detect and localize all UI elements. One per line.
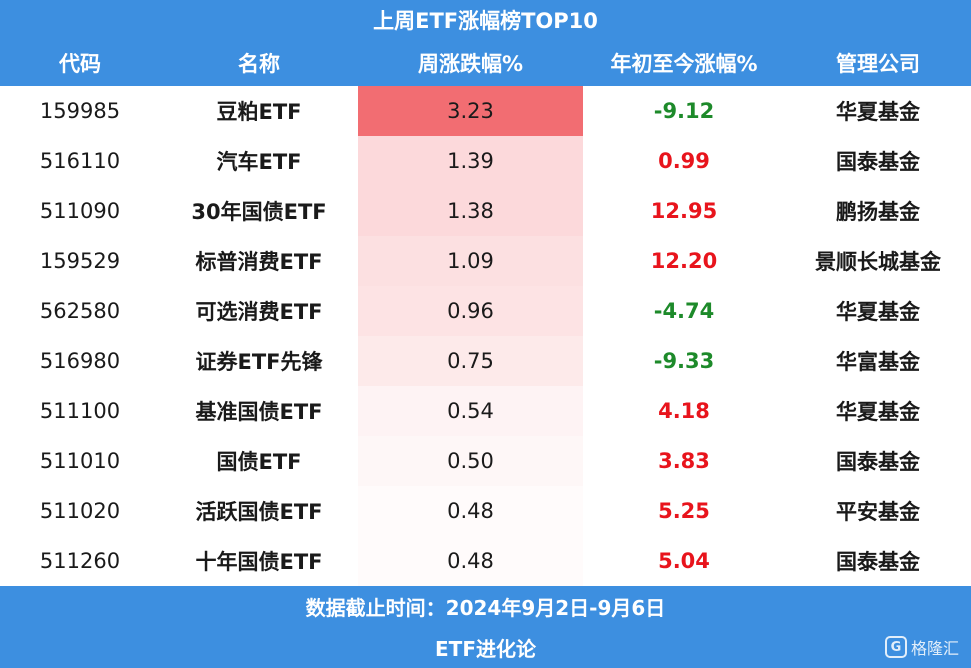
header-code: 代码 [59,52,101,76]
table-row: 511260 十年国债ETF 0.48 5.04 国泰基金 [0,536,971,586]
header-weekly-change: 周涨跌幅% [417,52,524,76]
cell-weekly-change: 3.23 [358,86,583,136]
cell-company: 国泰基金 [836,450,920,474]
cell-ytd-change: 12.95 [650,199,718,223]
cell-code: 159985 [39,99,121,123]
cell-name: 标普消费ETF [195,250,323,274]
watermark: G 格隆汇 [884,634,959,660]
cell-weekly-change: 0.48 [358,536,583,586]
cell-code: 511260 [39,549,121,573]
cell-ytd-change: 4.18 [658,399,710,423]
cell-company: 景顺长城基金 [815,250,941,274]
cell-company: 鹏扬基金 [836,200,920,224]
table-row: 562580 可选消费ETF 0.96 -4.74 华夏基金 [0,286,971,336]
table-row: 511020 活跃国债ETF 0.48 5.25 平安基金 [0,486,971,536]
table-title: 上周ETF涨幅榜TOP10 [0,0,971,40]
cell-weekly-change: 0.75 [358,336,583,386]
cell-company: 华富基金 [836,350,920,374]
cell-weekly-change: 0.54 [358,386,583,436]
cell-code: 511020 [39,499,121,523]
cell-company: 华夏基金 [836,400,920,424]
cell-name: 30年国债ETF [191,200,327,224]
cell-company: 华夏基金 [836,100,920,124]
cell-weekly-change: 1.38 [358,186,583,236]
cell-name: 证券ETF先锋 [195,350,323,374]
cell-name: 活跃国债ETF [195,500,323,524]
gelonghui-logo-icon: G [884,636,907,658]
footer-brand: ETF进化论 [0,626,971,668]
cell-weekly-change: 1.09 [358,236,583,286]
cell-code: 511010 [39,449,121,473]
header-ytd-change: 年初至今涨幅% [610,52,758,76]
cell-weekly-change: 1.39 [358,136,583,186]
cell-ytd-change: -9.33 [653,349,715,373]
cell-code: 511100 [39,399,121,423]
cell-code: 562580 [39,299,121,323]
brand-label: ETF进化论 [435,636,536,661]
cell-weekly-change: 0.96 [358,286,583,336]
cell-name: 基准国债ETF [195,400,323,424]
table-row: 511010 国债ETF 0.50 3.83 国泰基金 [0,436,971,486]
cell-ytd-change: 3.83 [658,449,710,473]
cell-ytd-change: -9.12 [653,99,715,123]
table-body: 159985 豆粕ETF 3.23 -9.12 华夏基金 516110 汽车ETF 1.39 0… [0,86,971,586]
cell-code: 516110 [39,149,121,173]
table-header-row: 代码 名称 周涨跌幅% 年初至今涨幅% 管理公司 [0,40,971,86]
cell-code: 516980 [39,349,121,373]
cell-code: 511090 [39,199,121,223]
cell-name: 豆粕ETF [216,100,302,124]
cell-name: 可选消费ETF [195,300,323,324]
table-row: 511090 30年国债ETF 1.38 12.95 鹏扬基金 [0,186,971,236]
cell-name: 国债ETF [216,450,302,474]
data-cutoff-note: 数据截止时间：2024年9月2日-9月6日 [0,586,971,626]
watermark-text: 格隆汇 [910,639,959,658]
table-row: 159529 标普消费ETF 1.09 12.20 景顺长城基金 [0,236,971,286]
table-row: 511100 基准国债ETF 0.54 4.18 华夏基金 [0,386,971,436]
cell-ytd-change: 12.20 [650,249,718,273]
cell-code: 159529 [39,249,121,273]
cell-ytd-change: -4.74 [653,299,715,323]
table-row: 516980 证券ETF先锋 0.75 -9.33 华富基金 [0,336,971,386]
table-row: 159985 豆粕ETF 3.23 -9.12 华夏基金 [0,86,971,136]
cell-weekly-change: 0.50 [358,436,583,486]
cell-company: 国泰基金 [836,550,920,574]
cell-weekly-change: 0.48 [358,486,583,536]
cell-company: 平安基金 [836,500,920,524]
header-name: 名称 [238,52,280,76]
cell-ytd-change: 0.99 [658,149,710,173]
cell-ytd-change: 5.25 [658,499,710,523]
header-company: 管理公司 [836,52,920,76]
cell-ytd-change: 5.04 [658,549,710,573]
cell-company: 国泰基金 [836,150,920,174]
cell-name: 十年国债ETF [195,550,323,574]
table-row: 516110 汽车ETF 1.39 0.99 国泰基金 [0,136,971,186]
cell-name: 汽车ETF [216,150,302,174]
cell-company: 华夏基金 [836,300,920,324]
